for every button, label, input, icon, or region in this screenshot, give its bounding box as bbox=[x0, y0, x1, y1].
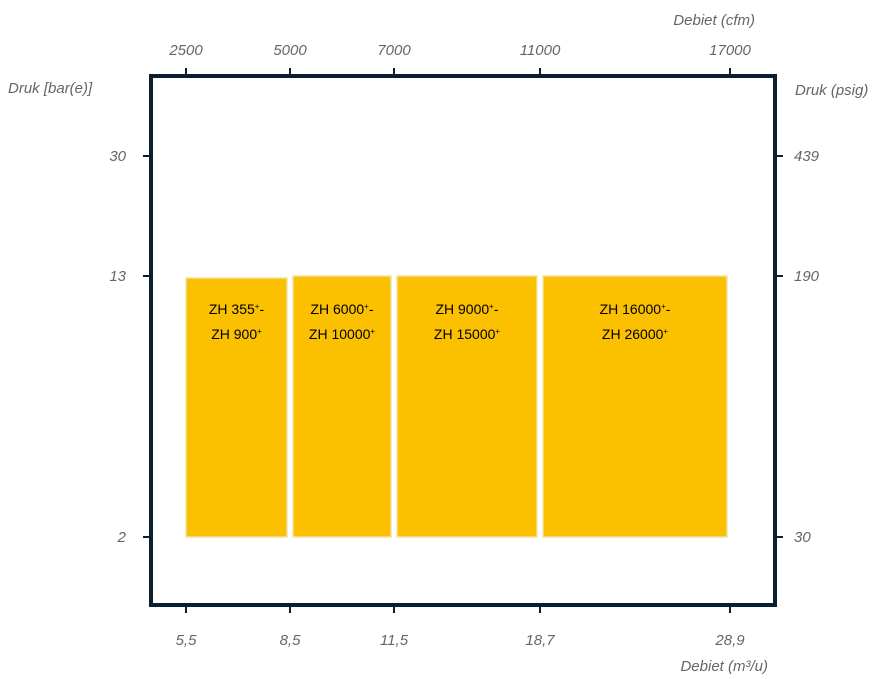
x-bottom-tick-label-3: 11,5 bbox=[380, 632, 409, 649]
y-left-tick-label-1: 30 bbox=[109, 148, 126, 165]
y-right-tick-label-3: 30 bbox=[794, 529, 811, 546]
bar-4-label-2: ZH 26000+ bbox=[602, 326, 668, 342]
bar-3 bbox=[396, 275, 538, 538]
x-top-tick-label-3: 7000 bbox=[377, 42, 411, 59]
y-left-axis-label: Druk [bar(e)] bbox=[8, 80, 93, 97]
bar-2 bbox=[292, 275, 392, 538]
ticks-group: 5,5 8,5 11,5 18,7 28,9 2500 5000 7000 11000 17000… bbox=[109, 42, 819, 649]
plot-frame bbox=[149, 74, 777, 607]
x-top-tick-label-4: 11000 bbox=[520, 42, 561, 59]
x-bottom-tick-label-2: 8,5 bbox=[280, 632, 302, 649]
bars-group: ZH 355+- ZH 900+ ZH 6000+- ZH 10000+ ZH 9000… bbox=[185, 275, 728, 538]
x-top-axis-label: Debiet (cfm) bbox=[673, 12, 755, 29]
y-left-tick-label-2: 13 bbox=[109, 268, 126, 285]
y-left-tick-label-3: 2 bbox=[117, 529, 127, 546]
x-bottom-axis-label: Debiet (m³/u) bbox=[680, 658, 768, 675]
bar-1-label-1: ZH 355+- bbox=[209, 301, 265, 317]
x-top-tick-label-5: 17000 bbox=[709, 42, 751, 59]
x-top-tick-label-2: 5000 bbox=[273, 42, 307, 59]
bar-1 bbox=[185, 277, 288, 538]
bar-2-label-1: ZH 6000+- bbox=[310, 301, 373, 317]
y-right-axis-label: Druk (psig) bbox=[795, 82, 868, 99]
bar-4-label-1: ZH 16000+- bbox=[600, 301, 671, 317]
x-top-tick-label-1: 2500 bbox=[168, 42, 203, 59]
x-bottom-tick-label-4: 18,7 bbox=[525, 632, 555, 649]
y-right-tick-label-1: 439 bbox=[794, 148, 820, 165]
x-bottom-tick-label-5: 28,9 bbox=[714, 632, 745, 649]
bar-4 bbox=[542, 275, 728, 538]
y-right-tick-label-2: 190 bbox=[794, 268, 820, 285]
x-bottom-axis-label-text: Debiet (m³/u) bbox=[680, 658, 768, 675]
bar-3-label-1: ZH 9000+- bbox=[435, 301, 498, 317]
bar-3-label-2: ZH 15000+ bbox=[434, 326, 500, 342]
bar-1-label-2: ZH 900+ bbox=[211, 326, 262, 342]
bar-2-label-2: ZH 10000+ bbox=[309, 326, 375, 342]
x-bottom-tick-label-1: 5,5 bbox=[176, 632, 198, 649]
